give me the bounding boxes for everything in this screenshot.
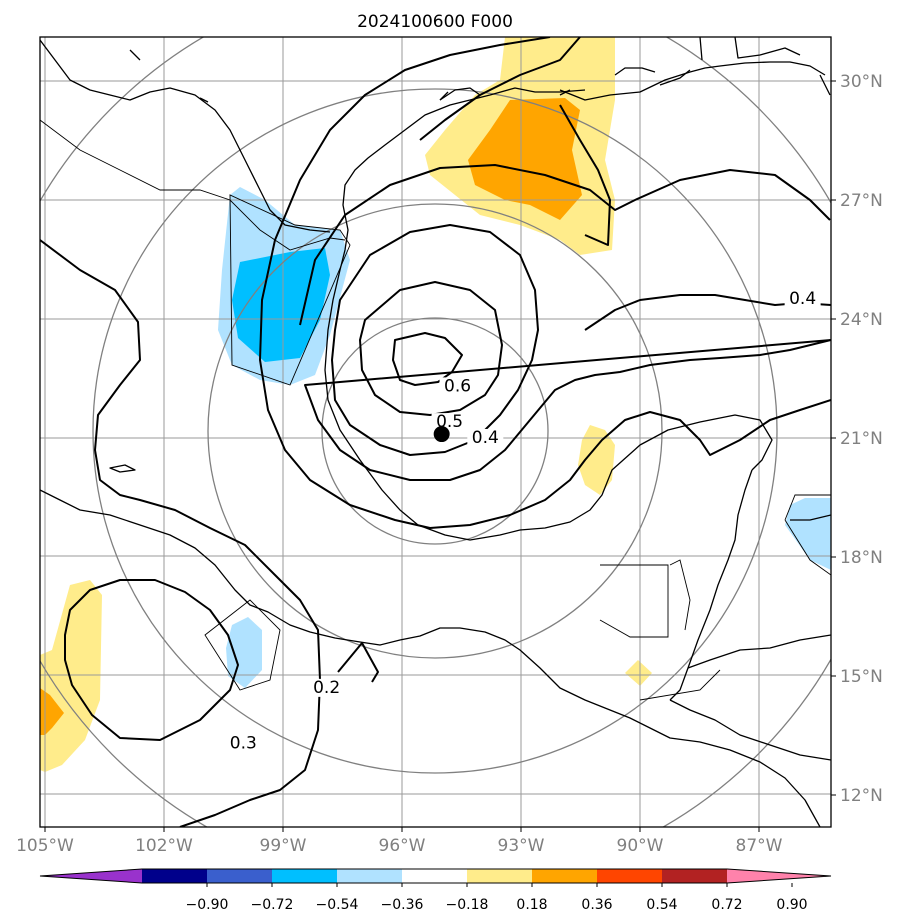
contour-label-bg: [784, 290, 821, 309]
contour-label-bg: [467, 428, 504, 447]
graticule: [40, 37, 831, 827]
borders: [40, 119, 831, 701]
contour-0.6-outer: [359, 281, 503, 416]
lon-tick-label: 93°W: [498, 836, 545, 856]
contour-0.2: [337, 642, 379, 683]
colorbar-tick-label: −0.72: [251, 897, 294, 913]
coast-louisiana: [439, 61, 826, 101]
colorbar-segment: [532, 869, 597, 883]
contour-label: 0.2: [313, 678, 340, 698]
coast-mexico-pacific: [40, 489, 821, 827]
colorbar-segment: [402, 869, 467, 883]
contour-labels: 0.60.50.40.40.30.2: [225, 289, 821, 753]
box-texas-outline: [229, 194, 351, 386]
lon-tick-label: 96°W: [379, 836, 426, 856]
coastlines: [40, 37, 831, 827]
colorbar-tick-label: −0.36: [381, 897, 424, 913]
colorbar-segment: [337, 869, 402, 883]
colorbar-outline: [39, 868, 832, 884]
lat-tick-label: 27°N: [840, 191, 883, 211]
storm-center-marker: [433, 426, 450, 443]
coast-cuba: [790, 514, 831, 521]
colorbar-segment: [662, 869, 727, 883]
shade-texas-blue: [232, 248, 330, 362]
contour-label: 0.6: [444, 376, 471, 396]
contour-label: 0.3: [230, 733, 257, 753]
shade-belize-light: [625, 660, 652, 686]
shade-yucatan-light: [578, 425, 615, 495]
coast-florida: [614, 37, 831, 96]
contour-0.3-east-coast: [559, 104, 611, 246]
contour-0.3: [40, 239, 321, 827]
colorbar-tick-label: 0.72: [711, 897, 742, 913]
contour-0.3-pacific: [64, 579, 239, 741]
colorbar-extend-max: [727, 869, 831, 883]
contour-0.4-inner: [299, 164, 831, 481]
lon-tick-label: 90°W: [617, 836, 664, 856]
border-us-mexico: [40, 119, 346, 251]
box-caribbean-outline: [784, 494, 831, 576]
colorbar-extend-min: [40, 869, 142, 883]
island-revillagigedo: [109, 464, 136, 473]
range-rings: [40, 37, 831, 827]
coast-honduras: [687, 634, 831, 669]
contour-label: 0.4: [472, 428, 499, 448]
lat-tick-label: 18°N: [840, 548, 883, 568]
colorbar-tick-label: −0.18: [446, 897, 489, 913]
contour-0.5: [331, 224, 539, 456]
contour-label-bg: [439, 377, 476, 396]
border-guatemala: [599, 564, 669, 638]
colorbar-tick-label: 0.54: [646, 897, 677, 913]
coast-yucatan-east: [669, 469, 753, 701]
colorbar: −0.90 −0.72 −0.54 −0.36 −0.18 0.18 0.36 0.54 0.7…: [39, 868, 832, 913]
lat-tick-label: 30°N: [840, 72, 883, 92]
colorbar-segment: [142, 869, 207, 883]
shade-pacific-orange: [40, 688, 64, 735]
contour-label: 0.4: [789, 289, 816, 309]
colorbar-segment: [207, 869, 272, 883]
latitude-tick-labels: 30°N 27°N 24°N 21°N 18°N 15°N 12°N: [831, 72, 883, 806]
chart-title: 2024100600 F000: [357, 12, 513, 32]
contour-0.6-inner: [392, 332, 463, 386]
colorbar-segment: [467, 869, 532, 883]
contour-0.5-north: [419, 37, 581, 141]
contours: [40, 37, 831, 827]
box-oaxaca-outline: [204, 599, 281, 691]
colorbar-tick-label: 0.36: [581, 897, 612, 913]
lon-tick-label: 87°W: [736, 836, 783, 856]
lon-tick-label: 102°W: [135, 836, 193, 856]
colorbar-tick-label: 0.18: [516, 897, 547, 913]
contour-label-bg: [308, 678, 345, 697]
coast-central-america: [669, 699, 831, 761]
shade-pacific-light: [40, 580, 102, 772]
lat-tick-label: 24°N: [840, 310, 883, 330]
coast-islands-north: [129, 49, 571, 103]
coast-texas-gulf: [324, 87, 773, 541]
colorbar-tick-label: 0.90: [776, 897, 807, 913]
longitude-tick-labels: 105°W 102°W 99°W 96°W 93°W 90°W 87°W: [16, 827, 783, 856]
shade-oaxaca-light-blue: [226, 617, 262, 688]
colorbar-tick-label: −0.54: [316, 897, 359, 913]
colorbar-segment: [272, 869, 337, 883]
border-el-salvador: [639, 669, 721, 701]
lat-tick-label: 21°N: [840, 429, 883, 449]
lat-tick-label: 15°N: [840, 667, 883, 687]
shade-gulf-coast-orange: [468, 98, 582, 220]
shade-caribbean-light-blue: [785, 498, 831, 570]
colorbar-segment: [597, 869, 662, 883]
colorbar-tick-label: −0.90: [186, 897, 229, 913]
map-frame: [39, 36, 832, 828]
coast-baja-gulf: [40, 39, 331, 233]
lat-tick-label: 12°N: [840, 786, 883, 806]
map-area: 0.60.50.40.40.30.2: [40, 37, 831, 827]
lon-tick-label: 105°W: [16, 836, 74, 856]
lon-tick-label: 99°W: [260, 836, 307, 856]
border-belize: [669, 559, 691, 631]
contour-label-bg: [225, 734, 262, 753]
contour-0.4-east: [259, 37, 831, 529]
